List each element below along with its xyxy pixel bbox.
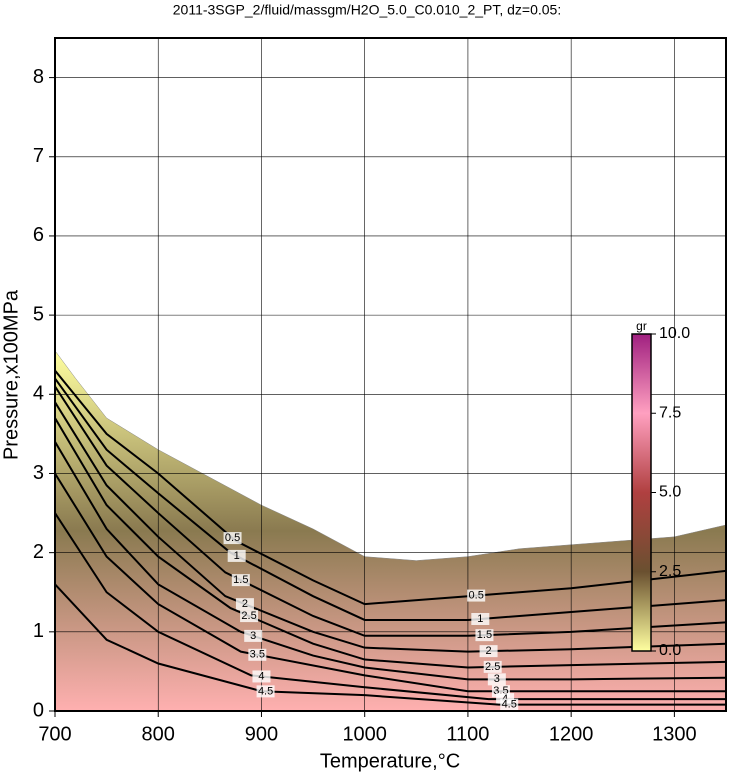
y-axis-title: Pressure,x100MPa xyxy=(0,289,22,460)
x-axis-title: Temperature,°C xyxy=(320,750,460,772)
x-tick-label: 1200 xyxy=(549,723,594,745)
y-tick-label: 1 xyxy=(33,620,44,642)
y-tick-label: 0 xyxy=(33,699,44,721)
contour-label-bg xyxy=(467,589,486,602)
colorbar xyxy=(631,333,652,652)
colorbar-tick-label: 7.5 xyxy=(659,404,681,421)
x-tick-label: 900 xyxy=(245,723,278,745)
contour-label: 3 xyxy=(250,630,256,642)
x-tick-label: 700 xyxy=(38,723,71,745)
contour-label-bg xyxy=(487,673,506,686)
contour-label: 1 xyxy=(234,550,240,562)
colorbar-tick-label: 0.0 xyxy=(659,642,681,659)
contour-label: 1.5 xyxy=(477,629,492,641)
colorbar-tick-label: 2.5 xyxy=(659,563,681,580)
y-tick-label: 3 xyxy=(33,462,44,484)
colorbar-tick-label: 10.0 xyxy=(659,325,690,342)
y-tick-label: 4 xyxy=(33,383,44,405)
y-tick-label: 5 xyxy=(33,303,44,325)
contour-label-bg xyxy=(471,612,490,625)
contour-label-bg xyxy=(244,629,263,642)
contour-label: 4.5 xyxy=(502,699,517,711)
contour-label: 1 xyxy=(477,613,483,625)
contour-label-bg xyxy=(475,629,494,642)
x-tick-label: 1300 xyxy=(652,723,697,745)
plot-frame xyxy=(54,37,727,712)
contour-label-bg xyxy=(479,645,498,658)
y-tick-label: 8 xyxy=(33,66,44,88)
contour-label-bg xyxy=(500,698,519,711)
contour-label: 2 xyxy=(486,645,492,657)
contour-line xyxy=(55,377,726,621)
contour-label-bg xyxy=(223,532,242,545)
contour-label-bg xyxy=(240,610,259,623)
colorbar-title: gr xyxy=(636,319,647,333)
x-tick-label: 1100 xyxy=(446,723,489,745)
contour-label: 3.5 xyxy=(250,649,265,661)
contour-label: 4 xyxy=(258,670,264,682)
x-tick-label: 1000 xyxy=(342,723,387,745)
contour-line xyxy=(55,401,726,653)
contour-label: 3 xyxy=(494,673,500,685)
contour-label: 2 xyxy=(242,598,248,610)
chart-title: 2011-3SGP_2/fluid/massgm/H2O_5.0_C0.010_… xyxy=(173,2,561,18)
y-tick-label: 2 xyxy=(33,541,44,563)
contour-label: 0.5 xyxy=(225,532,240,544)
contour-label: 4.5 xyxy=(258,685,273,697)
y-tick-label: 7 xyxy=(33,145,44,167)
contour-label-bg xyxy=(235,598,254,611)
contour-label-bg xyxy=(256,685,275,698)
x-tick-label: 800 xyxy=(142,723,175,745)
contour-label-bg xyxy=(483,660,502,673)
contour-line xyxy=(55,369,726,606)
contour-label-bg xyxy=(231,574,250,587)
contour-line xyxy=(55,512,726,701)
contour-line xyxy=(55,385,726,637)
contour-label: 2.5 xyxy=(241,610,256,622)
contour-line xyxy=(55,441,726,681)
contour-label: 0.5 xyxy=(469,589,484,601)
contour-label-bg xyxy=(248,648,267,661)
contour-label: 1.5 xyxy=(233,574,248,586)
y-tick-label: 6 xyxy=(33,224,44,246)
contour-label: 2.5 xyxy=(485,661,500,673)
contour-label-bg xyxy=(227,549,246,562)
contour-line xyxy=(55,417,726,669)
contour-line xyxy=(55,472,726,693)
data-region xyxy=(55,350,726,711)
colorbar-tick-label: 5.0 xyxy=(659,484,681,501)
contour-label-bg xyxy=(252,670,271,683)
